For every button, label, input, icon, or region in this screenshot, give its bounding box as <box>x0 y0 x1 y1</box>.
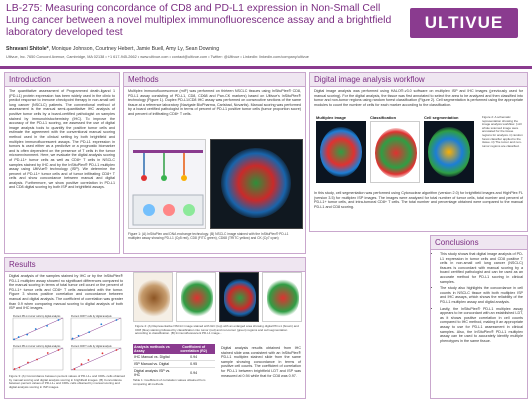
results-text-2: Digital analysis results obtained from I… <box>221 346 301 378</box>
methods-panel: Methods Multiplex immunofluorescence (mI… <box>123 72 306 254</box>
workflow-heading: Digital image analysis workflow <box>310 73 527 87</box>
data-point <box>80 363 83 366</box>
scatter-chart: Percent PD-L1 tumor cells by digital ana… <box>12 345 64 371</box>
data-point <box>13 368 16 370</box>
data-point <box>34 328 37 330</box>
table-cell: IHC Manual vs. Digital <box>133 354 173 361</box>
classification-tissue-image <box>370 121 420 183</box>
workflow-text-2: In this study, cell segmentation was per… <box>314 191 523 209</box>
data-point <box>87 359 90 361</box>
data-point <box>17 336 20 338</box>
ihc-classified-image <box>176 272 216 322</box>
data-point <box>57 319 60 321</box>
poster-title: LB-275: Measuring concordance of CD8 and… <box>6 3 392 39</box>
workflow-text: Digital image analysis was performed usi… <box>314 89 523 107</box>
poster-header: LB-275: Measuring concordance of CD8 and… <box>0 0 532 69</box>
workflow-panel: Digital image analysis workflow Digital … <box>309 72 528 232</box>
methods-heading: Methods <box>124 73 305 87</box>
methods-text: Multiplex immunofluorescence (mIF) was p… <box>128 89 301 116</box>
segmentation-tissue-image <box>424 121 474 183</box>
data-point <box>73 368 76 371</box>
data-point <box>57 349 60 351</box>
trend-line <box>12 347 64 371</box>
co-authors: , Monique Johnson, Courtney Hebert, Jami… <box>48 46 220 52</box>
table-cell: 0.94 <box>190 371 198 375</box>
cell-segmentation-label: Cell segmentation <box>424 115 459 120</box>
ihc-tissue-image <box>133 272 173 322</box>
trend-line <box>70 317 122 341</box>
table-header-method: Analysis methods vs Assay <box>133 344 173 354</box>
chart-title: Percent PD-L1 tumor cells by digital ana… <box>13 345 61 348</box>
methods-figure <box>128 139 303 229</box>
isp-classified-image <box>262 272 302 322</box>
classification-label: Classification <box>370 115 397 120</box>
scatter-chart: Percent PD-L1 tumor cells by digital ana… <box>12 315 64 341</box>
conclusions-heading: Conclusions <box>431 236 527 250</box>
data-point <box>27 361 29 364</box>
data-point <box>36 358 38 361</box>
scatter-chart: Percent CD8 T cells by digital analysis <box>70 345 122 371</box>
data-point <box>46 352 49 354</box>
data-point <box>71 337 74 340</box>
figure-3-caption: Figure 3: (A) Concordance between percen… <box>9 374 125 389</box>
table-row: Digital analysis ISP vs. IHC 0.94 <box>133 368 215 379</box>
conclusion-item: The study also highlights the concordanc… <box>440 286 523 304</box>
lead-author: Shravani Shitole* <box>6 46 49 52</box>
table-cell: 0.95 <box>172 360 215 368</box>
isp-tissue-image <box>219 272 259 322</box>
scatter-charts-svg: Percent PD-L1 tumor cells by digital ana… <box>12 315 122 371</box>
results-panel: Results Digital analysis of the samples … <box>4 257 306 399</box>
trend-line <box>12 317 64 341</box>
multiplex-image <box>210 139 303 229</box>
data-point <box>26 333 29 336</box>
figure-3-scatter-charts: Percent PD-L1 tumor cells by digital ana… <box>9 314 125 374</box>
figure-4-images <box>133 272 303 324</box>
table-cell: ISP Manual vs. Digital <box>133 360 173 368</box>
multiplex-image-label: Multiplex image <box>316 115 347 120</box>
assay-diagram-svg <box>132 150 204 226</box>
data-point <box>46 324 48 327</box>
correlation-table: Analysis methods vs Assay Coefficient of… <box>133 344 215 387</box>
author-list: Shravani Shitole*, Monique Johnson, Cour… <box>6 46 219 52</box>
introduction-heading: Introduction <box>5 73 119 87</box>
introduction-panel: Introduction The quantitative assessment… <box>4 72 120 254</box>
figure-1-caption: Figure 1: (A) InSituPlex and DNA exchang… <box>128 232 289 240</box>
table-row: ISP Manual vs. Digital 0.95 <box>133 360 215 368</box>
data-point <box>13 338 16 341</box>
figure-2-caption: Figure 2: A schematic representation sho… <box>482 115 523 148</box>
data-point <box>77 334 80 337</box>
trend-line <box>70 347 122 371</box>
affiliation: Ultivue, Inc. 7650 Concord Avenue, Cambr… <box>6 55 309 59</box>
results-heading: Results <box>5 258 305 272</box>
data-point <box>115 349 118 351</box>
conclusions-panel: Conclusions This study shows that digita… <box>430 235 528 399</box>
chart-title: Percent CD8 T cells by digital analysis <box>71 345 112 348</box>
conclusion-item: Lastly, the InSituPlex® PD-L1 multiplex … <box>440 307 523 344</box>
results-text: Digital analysis of the samples stained … <box>9 274 123 311</box>
scatter-chart: Percent CD8 T cells by digital analysis <box>70 315 122 341</box>
table-cell: 0.94 <box>172 354 215 361</box>
data-point <box>101 352 104 355</box>
conclusion-item: This study shows that digital image anal… <box>440 252 523 284</box>
workflow-figure: Multiplex image Classification Cell segm… <box>316 115 476 187</box>
introduction-text: The quantitative assessment of Programme… <box>9 89 115 190</box>
table-cell: Digital analysis ISP vs. IHC <box>134 369 171 377</box>
chart-title: Percent PD-L1 tumor cells by digital ana… <box>13 315 61 318</box>
data-point <box>115 319 118 321</box>
assay-diagram <box>128 139 206 229</box>
multiplex-tissue-image <box>316 121 366 183</box>
table-header-r2: Coefficient of correlation (R2) <box>172 344 215 354</box>
chart-title: Percent CD8 T cells by digital analysis <box>71 315 112 318</box>
table-row: IHC Manual vs. Digital 0.94 <box>133 354 215 361</box>
table-1-caption: Table 1: Coefficient of correlation valu… <box>133 378 206 386</box>
data-point <box>88 331 91 334</box>
figure-4-caption: Figure 4: (A) Representative NSCLC image… <box>135 324 299 336</box>
data-point <box>18 366 21 369</box>
data-point <box>100 323 103 326</box>
ultivue-logo: ULTIVUE <box>410 8 518 38</box>
